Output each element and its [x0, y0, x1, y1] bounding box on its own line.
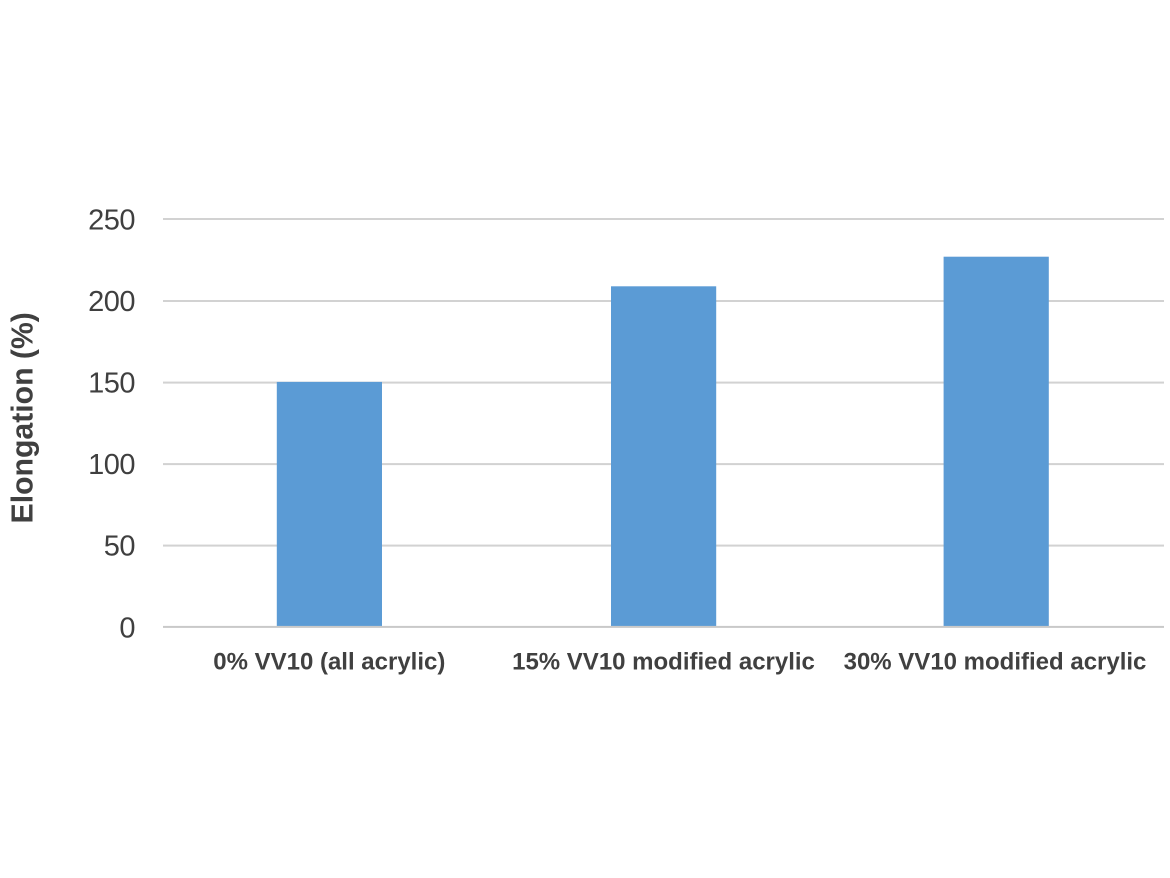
svg-text:0: 0: [119, 612, 135, 644]
svg-text:15% VV10 modified acrylic: 15% VV10 modified acrylic: [512, 649, 815, 676]
svg-text:0% VV10 (all acrylic): 0% VV10 (all acrylic): [213, 649, 445, 676]
svg-text:Elongation (%): Elongation (%): [7, 312, 40, 523]
svg-text:100: 100: [88, 449, 135, 481]
svg-text:250: 250: [88, 204, 135, 236]
svg-text:30% VV10 modified acrylic: 30% VV10 modified acrylic: [844, 649, 1147, 676]
svg-text:200: 200: [88, 286, 135, 318]
svg-text:50: 50: [104, 530, 135, 562]
svg-text:150: 150: [88, 367, 135, 399]
